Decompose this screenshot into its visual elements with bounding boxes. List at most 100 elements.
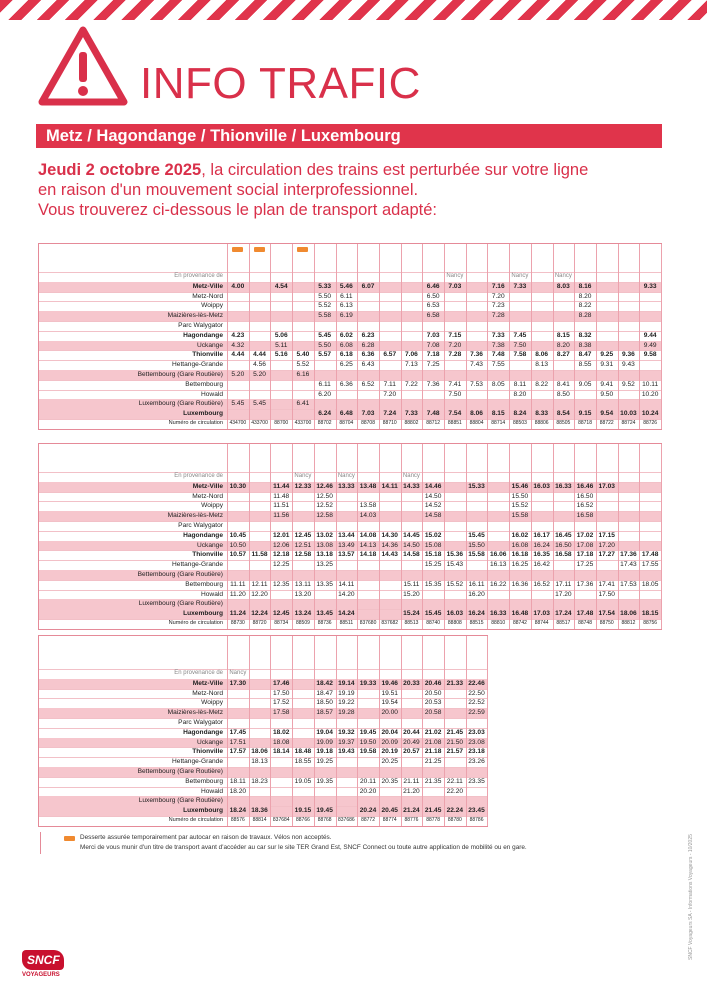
time-cell: 12.25: [272, 561, 290, 569]
time-cell: 18.50: [316, 699, 333, 707]
time-cell: 8.22: [535, 380, 549, 388]
time-cell: 15.45: [468, 531, 485, 539]
train-number: 88766: [295, 817, 310, 823]
logo-brand: SNCF: [27, 953, 60, 967]
warning-icon: [38, 26, 128, 106]
header-stripes: [0, 0, 707, 20]
time-cell: 19.05: [294, 777, 312, 785]
row-line: [39, 491, 661, 493]
time-cell: 19.19: [338, 689, 355, 697]
train-number: 88748: [578, 620, 592, 626]
time-cell: 18.15: [639, 609, 661, 619]
time-cell: 17.36: [576, 580, 594, 588]
time-cell: 21.45: [422, 806, 444, 816]
time-cell: 14.03: [357, 511, 379, 521]
train-number: 88756: [643, 620, 658, 626]
time-cell: 14.33: [400, 481, 423, 492]
time-cell: 12.35: [272, 580, 290, 588]
time-cell: 21.24: [400, 806, 423, 816]
time-cell: 6.43: [361, 361, 375, 369]
time-cell: 7.36: [426, 380, 440, 388]
time-cell: 7.15: [448, 331, 462, 339]
time-cell: 17.03: [595, 481, 618, 492]
row-line: [39, 698, 488, 700]
time-cell: 5.20: [248, 370, 271, 380]
train-number: 88722: [599, 420, 614, 426]
column-line: [552, 444, 554, 629]
title: INFO TRAFIC: [140, 59, 421, 108]
time-cell: 5.50: [318, 292, 332, 300]
time-cell: 14.30: [381, 531, 398, 539]
time-cell: 9.52: [622, 380, 635, 388]
time-cell: 7.03: [357, 409, 379, 419]
train-number: 88517: [556, 620, 571, 626]
row-line: [39, 511, 661, 513]
time-cell: 12.11: [251, 580, 268, 588]
column-line: [617, 444, 619, 629]
time-cell: 9.31: [600, 361, 614, 369]
train-number: 88804: [469, 420, 484, 426]
station-name: Maizières-lès-Metz: [39, 511, 227, 521]
time-cell: 7.43: [470, 361, 483, 369]
time-cell: 17.54: [595, 609, 618, 619]
train-number: 88736: [317, 620, 332, 626]
time-cell: 7.55: [491, 361, 505, 369]
time-cell: 13.58: [359, 502, 377, 510]
time-cell: 5.16: [274, 351, 288, 359]
time-cell: 8.47: [578, 351, 592, 359]
time-cell: 15.50: [465, 540, 488, 551]
station-name: Bettembourg (Gare Routière): [39, 767, 227, 777]
column-line: [313, 636, 315, 826]
time-cell: 20.04: [381, 728, 398, 736]
station-name: Parc Walygator: [178, 522, 223, 529]
time-cell: 21.11: [403, 777, 420, 785]
column-line: [444, 444, 445, 629]
row-line: [39, 688, 488, 690]
intro-line: Vous trouverez ci-dessous le plan de tra…: [38, 201, 437, 219]
station-name: Thionville: [192, 351, 223, 359]
bus-icon: [297, 247, 309, 252]
train-number: 433700: [294, 420, 312, 426]
time-cell: 8.16: [574, 281, 596, 292]
time-cell: 15.50: [511, 492, 529, 500]
time-cell: 16.13: [489, 561, 507, 569]
time-cell: 8.32: [578, 331, 592, 339]
train-number: 88734: [274, 620, 289, 626]
time-cell: 12.06: [270, 540, 293, 551]
train-number: 434700: [229, 420, 247, 426]
time-cell: 14.18: [359, 551, 377, 559]
column-line: [292, 444, 294, 629]
time-cell: 5.45: [248, 399, 271, 410]
time-cell: 17.08: [574, 540, 596, 551]
time-cell: 16.48: [509, 609, 531, 619]
time-cell: 6.53: [426, 302, 440, 310]
column-line: [617, 244, 619, 429]
column-line: [313, 444, 315, 629]
time-cell: 17.55: [641, 561, 659, 569]
time-cell: 12.51: [292, 540, 314, 551]
time-cell: 18.20: [229, 787, 247, 795]
time-cell: 5.57: [318, 351, 332, 359]
time-cell: 20.20: [359, 787, 377, 795]
time-cell: 14.20: [338, 590, 355, 598]
intro-line: , la circulation des trains est perturbé…: [201, 161, 589, 179]
time-cell: 13.02: [316, 531, 333, 539]
time-cell: 6.28: [357, 340, 379, 351]
station-name: Metz-Ville: [39, 678, 227, 689]
time-cell: 7.18: [426, 351, 440, 359]
column-line: [248, 244, 250, 429]
time-cell: 11.20: [229, 590, 246, 598]
time-cell: 8.20: [513, 390, 527, 398]
train-number: 88812: [621, 620, 636, 626]
train-number: 837684: [272, 817, 290, 823]
column-line: [357, 244, 359, 429]
train-number: 88576: [230, 817, 245, 823]
time-cell: 7.23: [491, 302, 505, 310]
time-cell: 8.15: [487, 409, 510, 419]
time-cell: 6.02: [339, 331, 353, 339]
time-cell: 7.54: [444, 409, 466, 419]
time-cell: 5.06: [274, 331, 288, 339]
row-line: [39, 816, 488, 817]
time-cell: 20.09: [378, 737, 401, 748]
time-cell: 23.18: [468, 748, 485, 756]
